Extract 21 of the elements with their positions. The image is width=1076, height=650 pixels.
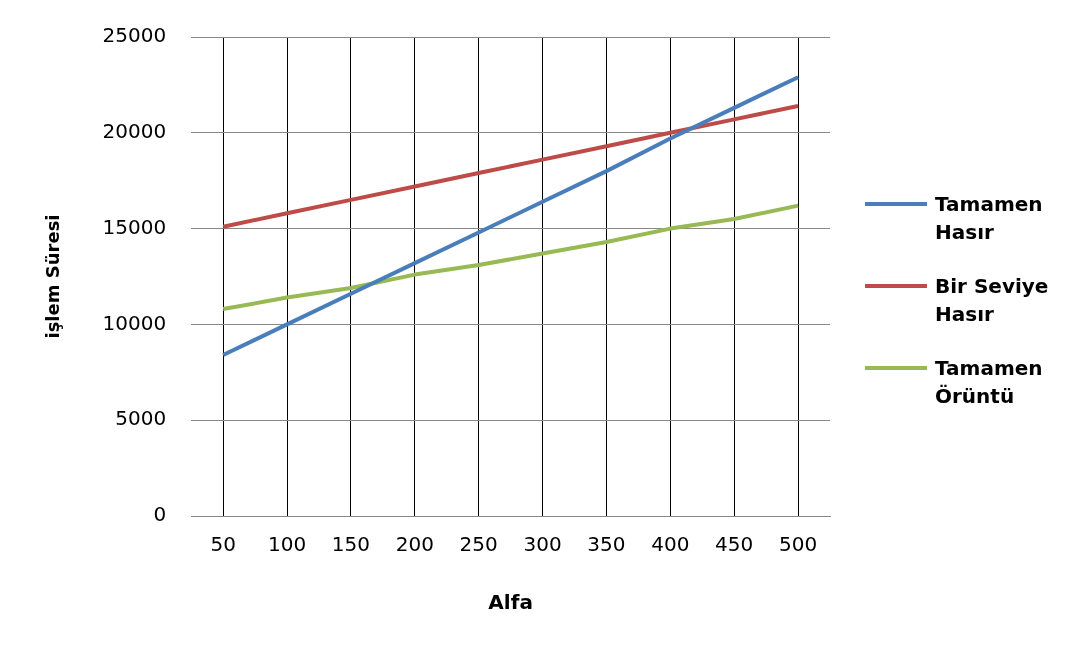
legend-label: Tamamen Örüntü: [935, 355, 1044, 410]
y-tick-label: 10000: [102, 310, 167, 335]
x-tick-label: 400: [651, 532, 690, 557]
x-tick-label: 450: [715, 532, 754, 557]
y-tick-label: 25000: [102, 23, 167, 48]
y-tick-label: 5000: [115, 406, 167, 431]
y-tick-label: 20000: [102, 119, 167, 143]
x-tick-label: 300: [523, 532, 562, 557]
x-tick-label: 100: [267, 532, 307, 557]
x-tick-label: 200: [395, 532, 434, 557]
legend-label: Bir Seviye Hasır: [935, 273, 1050, 328]
legend-label: Tamamen Hasır: [935, 191, 1044, 246]
y-axis-title: işlem Süresi: [42, 214, 64, 339]
x-tick-label: 350: [587, 532, 626, 557]
x-tick-label: 50: [210, 532, 236, 557]
x-tick-label: 250: [459, 532, 498, 557]
x-tick-label: 150: [331, 532, 371, 557]
y-tick-label: 0: [153, 502, 167, 527]
y-tick-label: 15000: [102, 214, 167, 239]
x-tick-label: 500: [778, 532, 818, 557]
x-axis-title: Alfa: [488, 590, 533, 615]
